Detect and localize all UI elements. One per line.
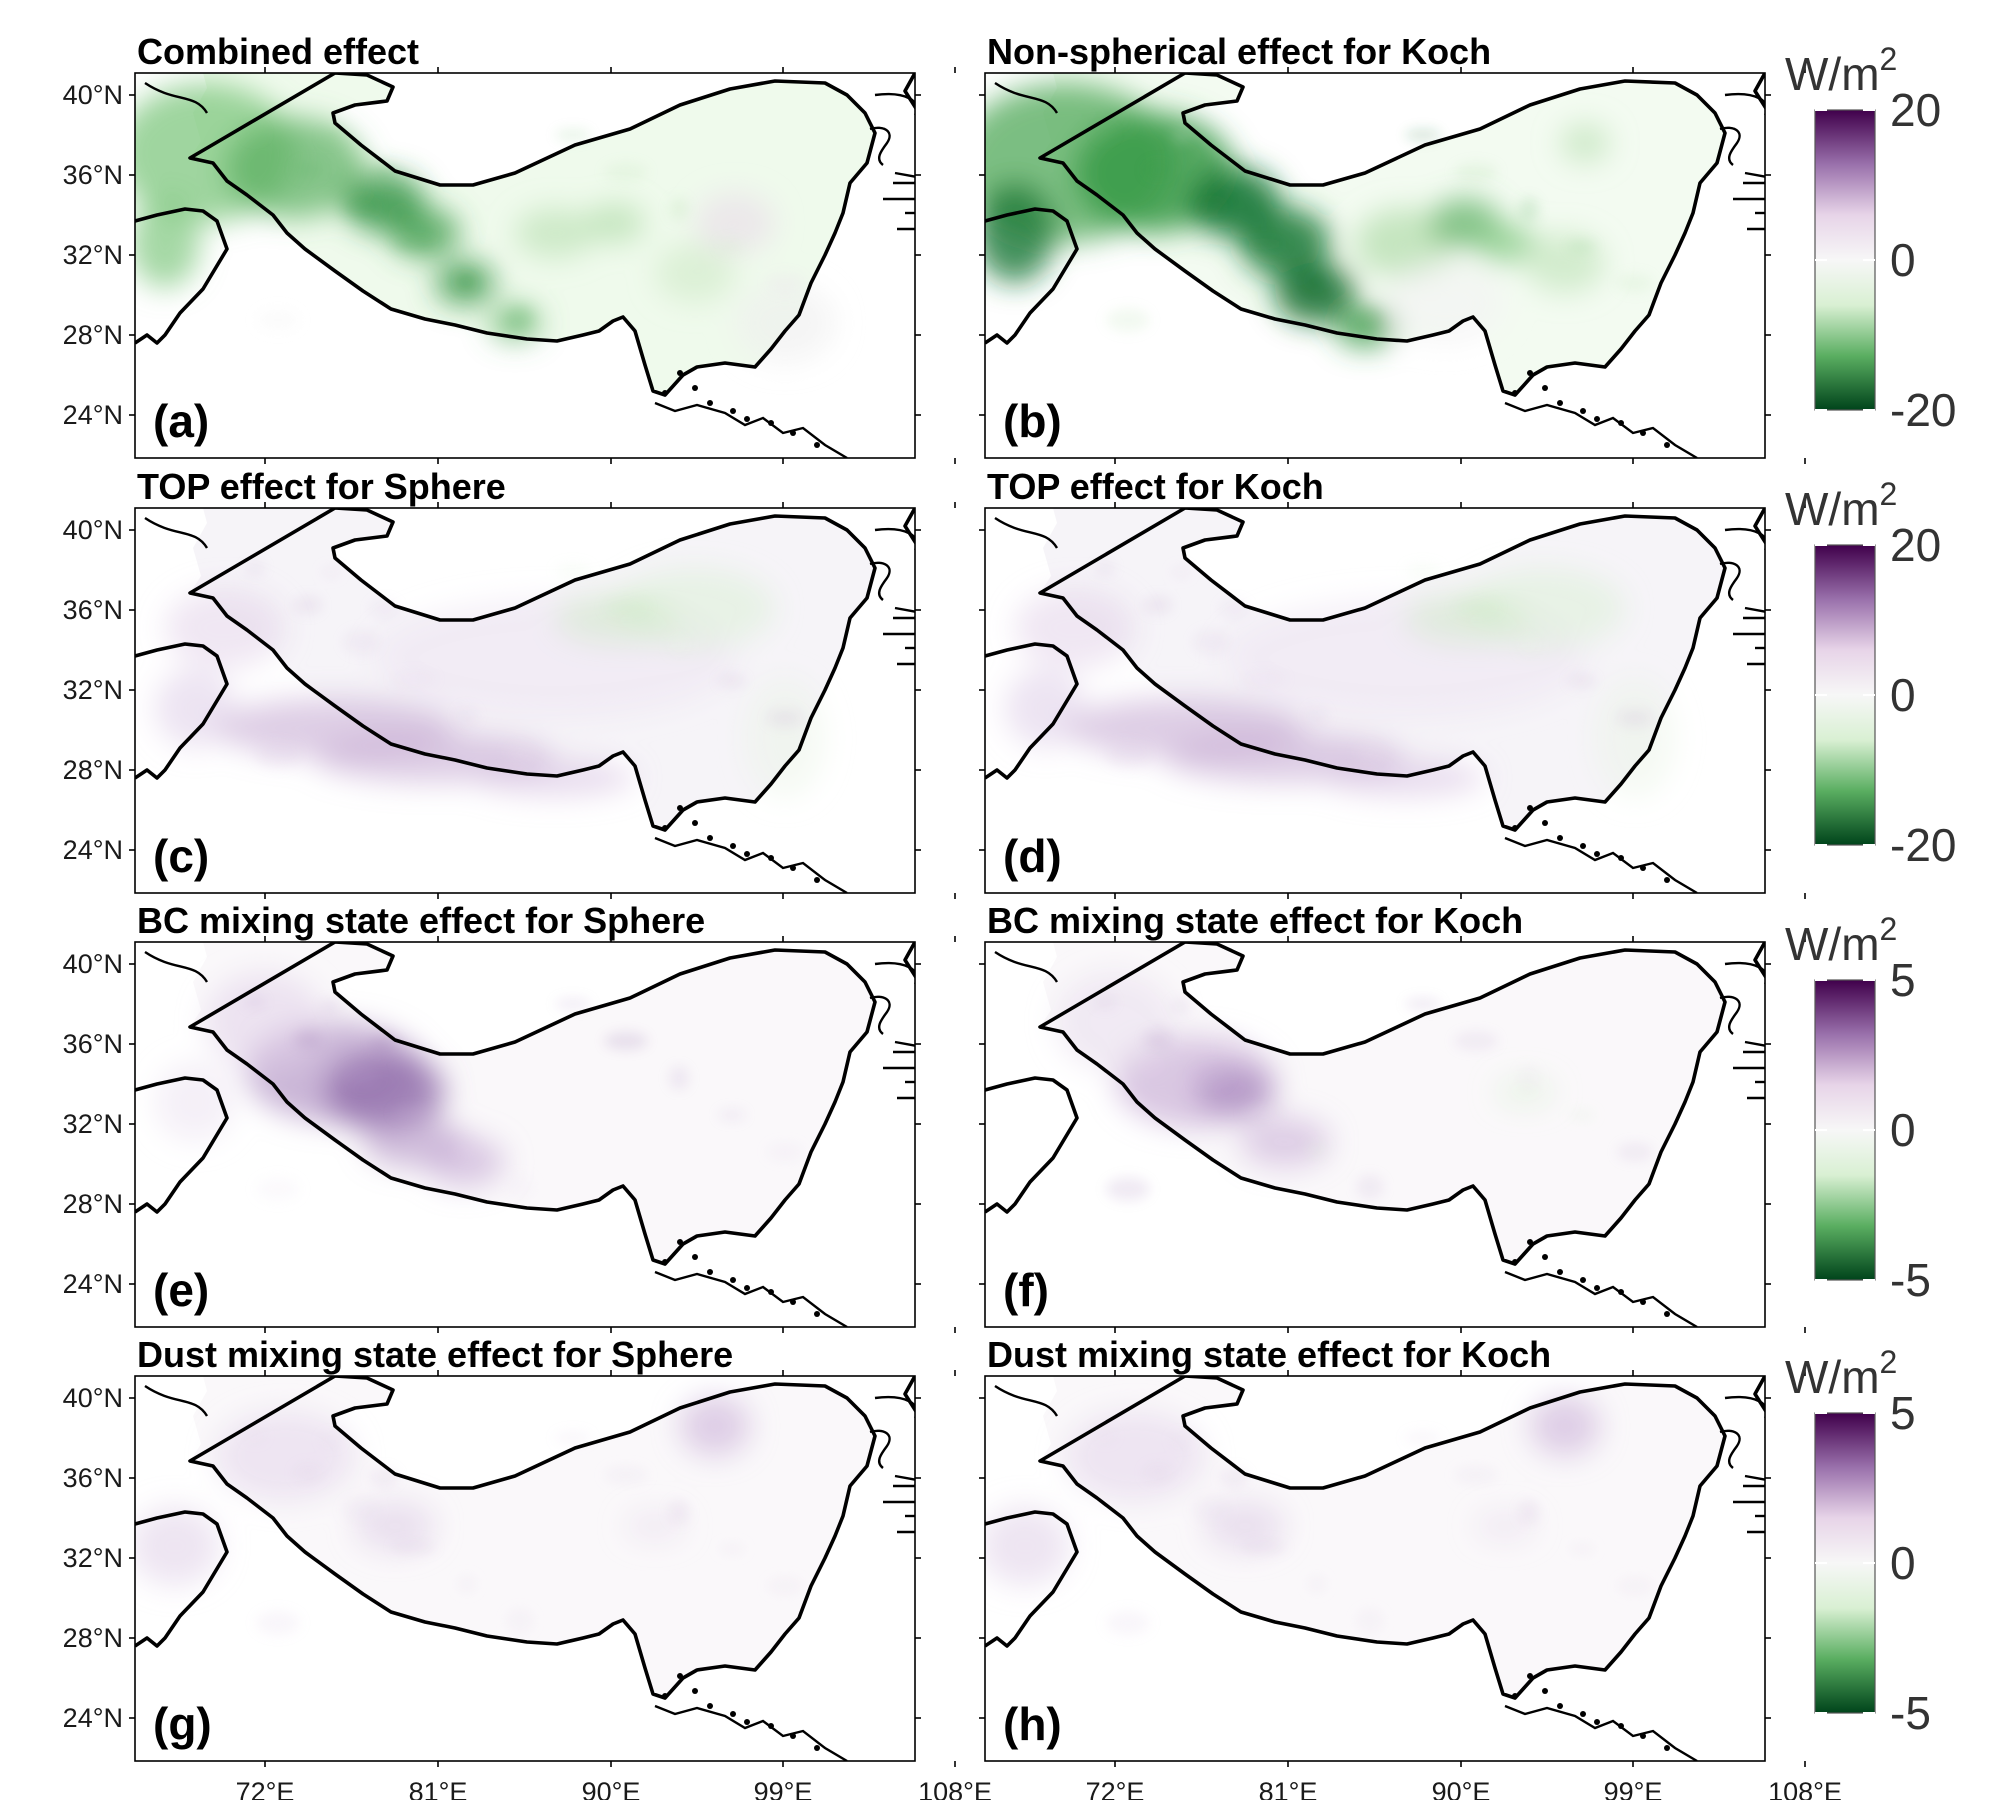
lon-tick-label: 108°E — [918, 1777, 992, 1800]
lat-tick-label: 40°N — [63, 949, 123, 979]
coastline — [985, 942, 1765, 1327]
lat-tick-label: 36°N — [63, 1029, 123, 1059]
lon-tick-label: 90°E — [582, 1777, 641, 1800]
map-frame — [984, 941, 1766, 1328]
colorbar-tick-label: 5 — [1890, 1387, 1916, 1439]
lon-tick-label: 108°E — [1768, 1777, 1842, 1800]
colorbar-tick-label: -20 — [1890, 819, 1956, 871]
colorbar-tick-label: 0 — [1890, 1104, 1916, 1156]
map-panel-b: Non-spherical effect for Koch (b) — [979, 31, 1806, 464]
panel-title: BC mixing state effect for Sphere — [137, 900, 705, 941]
lat-tick-label: 24°N — [63, 1269, 123, 1299]
lat-tick-label: 28°N — [63, 755, 123, 785]
map-panel-d: TOP effect for Koch (d) — [979, 466, 1806, 899]
lat-tick-label: 32°N — [63, 240, 123, 270]
lat-tick-label: 40°N — [63, 515, 123, 545]
coastline — [135, 73, 915, 458]
colorbar-4: W/m25 0 -5 — [1785, 1344, 1931, 1739]
map-area — [135, 508, 915, 893]
map-panel-c: TOP effect for Sphere 40°N 36°N 32°N 28°N 24°… — [63, 466, 956, 899]
panel-label: (d) — [1003, 830, 1062, 882]
lat-tick-label: 28°N — [63, 1189, 123, 1219]
panel-title: TOP effect for Koch — [987, 466, 1324, 507]
panel-title: Combined effect — [137, 31, 419, 72]
lat-tick-label: 36°N — [63, 595, 123, 625]
panel-title: Dust mixing state effect for Sphere — [137, 1334, 733, 1375]
map-area — [135, 73, 915, 458]
lat-tick-label: 40°N — [63, 1383, 123, 1413]
map-panel-h: Dust mixing state effect for Koch 72°E 81°… — [979, 1334, 1842, 1805]
colorbar-tick-label: 20 — [1890, 519, 1941, 571]
lat-tick-label: 32°N — [63, 1543, 123, 1573]
coastline — [985, 508, 1765, 893]
lon-tick-label: 81°E — [409, 1777, 468, 1800]
map-frame — [134, 507, 916, 894]
map-panel-g: Dust mixing state effect for Sphere 40°N 3… — [63, 1334, 992, 1805]
panel-title: Dust mixing state effect for Koch — [987, 1334, 1551, 1375]
map-area — [985, 73, 1765, 458]
colorbar-tick-label: 0 — [1890, 1537, 1916, 1589]
colorbar-tick-label: 5 — [1890, 954, 1916, 1006]
map-frame — [984, 72, 1766, 459]
panel-title: Non-spherical effect for Koch — [987, 31, 1491, 72]
map-area — [135, 1376, 915, 1761]
colorbar-tick-label: 20 — [1890, 84, 1941, 136]
coastline — [135, 942, 915, 1327]
map-frame — [984, 1375, 1766, 1762]
map-area — [985, 942, 1765, 1327]
panel-label: (a) — [153, 395, 209, 447]
lat-tick-label: 28°N — [63, 320, 123, 350]
lat-tick-label: 32°N — [63, 675, 123, 705]
colorbar-unit: W/m2 — [1785, 41, 1897, 100]
map-panel-e: BC mixing state effect for Sphere 40°N 36°… — [63, 900, 956, 1333]
panel-label: (h) — [1003, 1698, 1062, 1750]
map-frame — [134, 941, 916, 1328]
lat-tick-label: 36°N — [63, 160, 123, 190]
lon-tick-label: 90°E — [1432, 1777, 1491, 1800]
map-panel-a: Combined effect 40°N 36°N 32°N 28°N 24°N (a) — [63, 31, 956, 464]
map-frame — [134, 1375, 916, 1762]
panel-label: (e) — [153, 1264, 209, 1316]
lon-tick-label: 72°E — [236, 1777, 295, 1800]
coastline — [985, 1376, 1765, 1761]
lon-tick-label: 99°E — [754, 1777, 813, 1800]
colorbar-tick-label: -5 — [1890, 1254, 1931, 1306]
lat-tick-label: 24°N — [63, 1703, 123, 1733]
colorbar-unit: W/m2 — [1785, 911, 1897, 970]
coastline — [985, 73, 1765, 458]
lat-tick-label: 32°N — [63, 1109, 123, 1139]
panel-title: TOP effect for Sphere — [137, 466, 506, 507]
colorbar-tick-label: -5 — [1890, 1687, 1931, 1739]
map-area — [135, 942, 915, 1327]
map-frame — [984, 507, 1766, 894]
colorbar-unit: W/m2 — [1785, 1344, 1897, 1403]
panel-label: (f) — [1003, 1264, 1049, 1316]
lon-tick-label: 99°E — [1604, 1777, 1663, 1800]
colorbar-tick-label: -20 — [1890, 384, 1956, 436]
lat-tick-label: 24°N — [63, 400, 123, 430]
lat-tick-label: 40°N — [63, 80, 123, 110]
map-area — [985, 1376, 1765, 1761]
coastline — [135, 1376, 915, 1761]
lon-tick-label: 72°E — [1086, 1777, 1145, 1800]
panel-label: (g) — [153, 1698, 212, 1750]
panel-title: BC mixing state effect for Koch — [987, 900, 1523, 941]
lat-tick-label: 28°N — [63, 1623, 123, 1653]
map-frame — [134, 72, 916, 459]
lat-tick-label: 36°N — [63, 1463, 123, 1493]
panel-label: (b) — [1003, 395, 1062, 447]
map-area — [985, 508, 1765, 893]
colorbar-3: W/m25 0 -5 — [1785, 911, 1931, 1306]
lon-tick-label: 81°E — [1259, 1777, 1318, 1800]
colorbar-tick-label: 0 — [1890, 669, 1916, 721]
colorbar-tick-label: 0 — [1890, 234, 1916, 286]
lat-tick-label: 24°N — [63, 835, 123, 865]
map-panel-f: BC mixing state effect for Koch (f) — [979, 900, 1806, 1333]
coastline — [135, 508, 915, 893]
colorbar-unit: W/m2 — [1785, 476, 1897, 535]
panel-label: (c) — [153, 830, 209, 882]
